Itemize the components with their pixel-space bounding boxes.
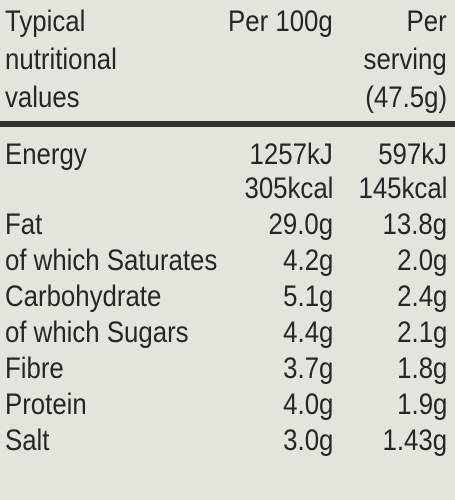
header-rule [0, 121, 455, 127]
per-serving-value: 13.8g [382, 208, 447, 241]
per-serving-value: 2.0g [396, 244, 447, 277]
nutrient-name: Salt [5, 424, 50, 457]
per-serving-value: 145kcal [358, 172, 447, 205]
per-serving-value: 2.1g [396, 316, 447, 349]
nutrient-name: Carbohydrate [5, 280, 162, 313]
per-serving-value: 1.43g [382, 424, 447, 457]
per-100g-value: 4.2g [282, 244, 333, 277]
header-label: Typical [5, 5, 86, 38]
nutrient-name: Fibre [5, 352, 64, 385]
nutrient-name: of which Saturates [5, 244, 218, 277]
nutrient-name: Fat [5, 208, 43, 241]
header-per-serving: Per [406, 5, 447, 38]
per-100g-value: 29.0g [268, 208, 333, 241]
per-100g-value: 4.0g [282, 388, 333, 421]
per-serving-value: 1.9g [396, 388, 447, 421]
per-100g-value: 3.0g [282, 424, 333, 457]
header-label: values [5, 81, 80, 114]
per-100g-value: 305kcal [244, 172, 333, 205]
per-serving-value: 1.8g [396, 352, 447, 385]
per-100g-value: 5.1g [282, 280, 333, 313]
header-label: nutritional [5, 43, 117, 76]
per-100g-value: 3.7g [282, 352, 333, 385]
per-100g-value: 1257kJ [249, 138, 333, 171]
nutrient-name: Protein [5, 388, 87, 421]
per-serving-value: 2.4g [396, 280, 447, 313]
nutrient-name: of which Sugars [5, 316, 189, 349]
nutrient-name: Energy [5, 138, 87, 171]
header-per-serving: serving [363, 43, 447, 76]
header-per-100g: Per 100g [228, 5, 333, 38]
header-per-serving: (47.5g) [365, 81, 447, 114]
per-100g-value: 4.4g [282, 316, 333, 349]
per-serving-value: 597kJ [378, 138, 447, 171]
